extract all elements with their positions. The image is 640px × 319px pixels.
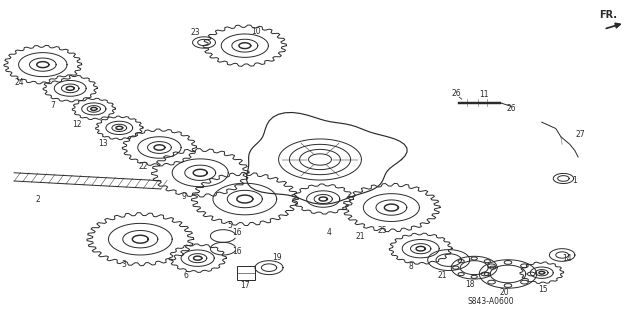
- Text: 7: 7: [50, 100, 55, 110]
- Text: 4: 4: [327, 228, 332, 237]
- Text: 15: 15: [538, 285, 548, 294]
- Text: 9: 9: [182, 192, 187, 201]
- Text: 8: 8: [408, 262, 413, 271]
- Text: 26: 26: [452, 89, 461, 98]
- Text: 23: 23: [191, 28, 200, 37]
- Text: 17: 17: [240, 281, 250, 290]
- Text: 26: 26: [506, 104, 516, 113]
- Text: 27: 27: [575, 130, 585, 139]
- Text: 16: 16: [232, 247, 242, 256]
- Text: 21: 21: [355, 232, 365, 241]
- Text: 25: 25: [378, 226, 387, 235]
- Text: 24: 24: [15, 78, 24, 86]
- Text: S843-A0600: S843-A0600: [467, 297, 514, 306]
- Bar: [237, 266, 255, 280]
- Text: 20: 20: [500, 288, 509, 297]
- Text: 6: 6: [184, 271, 189, 280]
- Text: FR.: FR.: [599, 10, 617, 20]
- Text: 13: 13: [99, 139, 108, 148]
- Text: 5: 5: [227, 221, 232, 230]
- Text: 12: 12: [72, 120, 81, 129]
- Text: 1: 1: [573, 175, 577, 185]
- Text: 14: 14: [563, 254, 572, 263]
- Text: 21: 21: [438, 271, 447, 280]
- Text: 2: 2: [36, 195, 41, 204]
- Text: 3: 3: [122, 260, 126, 269]
- Text: 19: 19: [272, 253, 282, 262]
- Text: 16: 16: [232, 228, 242, 237]
- Text: 22: 22: [138, 162, 148, 171]
- Text: 10: 10: [252, 27, 261, 36]
- Text: 11: 11: [479, 90, 489, 99]
- Text: 18: 18: [465, 280, 474, 289]
